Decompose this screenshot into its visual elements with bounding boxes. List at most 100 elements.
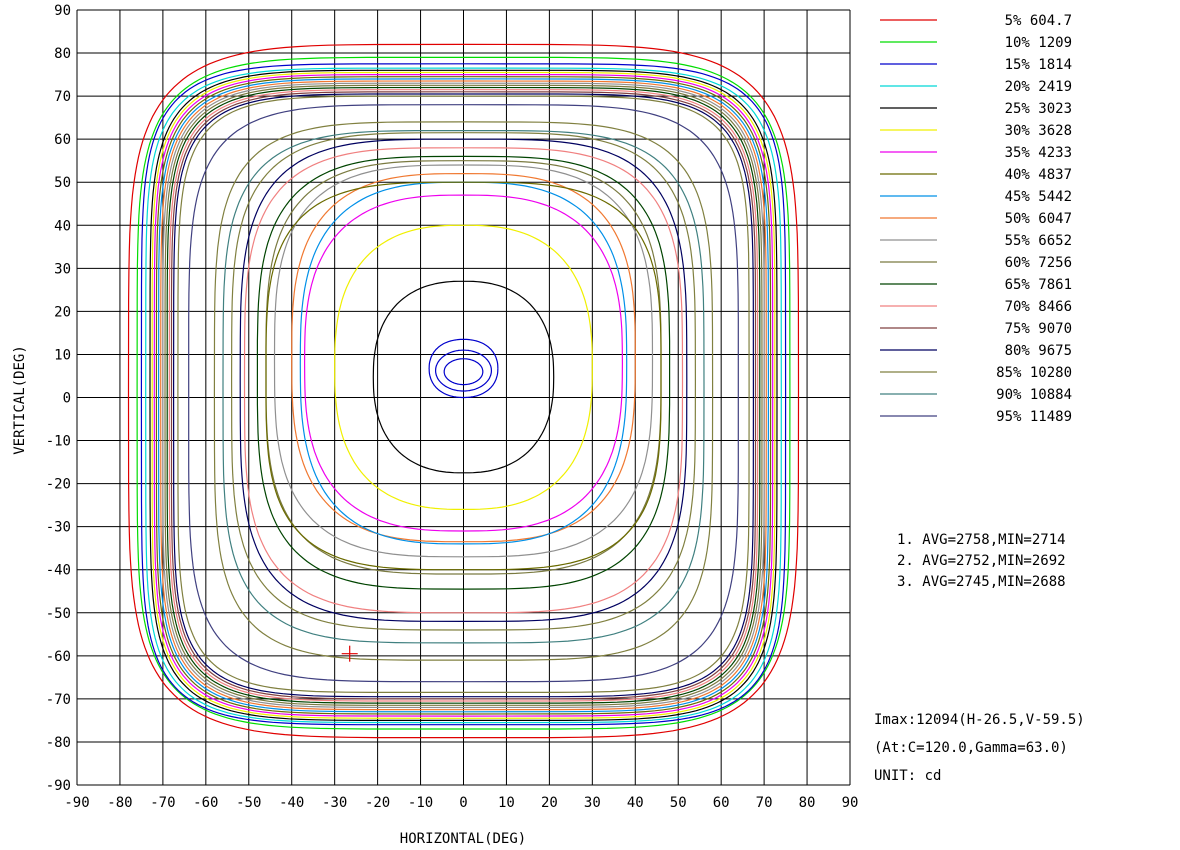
x-tick-label: 20 [541,795,558,811]
average-note: 2. AVG=2752,MIN=2692 [897,553,1066,569]
contour-line [177,95,750,694]
x-tick-label: -90 [64,795,89,811]
legend-entry: 80% 9675 [1005,343,1072,359]
x-tick-label: -80 [107,795,132,811]
contour-line [168,89,759,702]
contour-line [127,43,800,739]
imax-marker [341,645,358,662]
y-tick-label: -20 [46,477,71,493]
average-note: 3. AVG=2745,MIN=2688 [897,574,1066,590]
y-axis-ticks: 90 80 70 60 50 40 30 20 10 0 -10 -20 -30 -40 -50 -60 -70… [46,3,71,794]
legend-entry: 60% 7256 [1005,255,1072,271]
y-tick-label: -10 [46,434,71,450]
x-tick-label: -70 [150,795,175,811]
legend-entry: 70% 8466 [1005,299,1072,315]
x-tick-label: -50 [236,795,261,811]
contour-line [213,121,714,661]
imax-info: Imax:12094(H-26.5,V-59.5) (At:C=120.0,Ga… [874,712,1085,784]
contour-line [173,93,755,698]
contour-line [334,224,593,510]
x-tick-label: -30 [322,795,347,811]
y-tick-label: 40 [54,218,71,234]
x-axis-ticks: -90 -80 -70 -60 -50 -40 -30 -20 -10 0 10 20 30 40 50 60… [64,795,858,811]
contour-line [428,338,499,399]
x-tick-label: -20 [365,795,390,811]
contour-line [231,132,697,631]
contour-line [164,84,763,706]
contour-line [151,71,776,719]
y-tick-label: -50 [46,606,71,622]
y-tick-label: 20 [54,304,71,320]
contour-line [153,73,774,717]
x-tick-label: 70 [756,795,773,811]
y-tick-label: -30 [46,520,71,536]
contour-line [291,172,636,543]
y-tick-label: -80 [46,735,71,751]
legend-entry: 30% 3628 [1005,123,1072,139]
legend-entry: 25% 3023 [1005,101,1072,117]
contour-lines [127,43,800,739]
y-tick-label: 50 [54,175,71,191]
legend-entry: 50% 6047 [1005,211,1072,227]
contour-line [170,91,757,700]
y-tick-label: -40 [46,563,71,579]
y-tick-label: -90 [46,778,71,794]
legend-entry: 95% 11489 [996,409,1072,425]
contour-line [299,181,628,545]
y-tick-label: 90 [54,3,71,19]
contour-line [140,63,787,726]
contour-line [372,280,555,474]
y-tick-label: 60 [54,132,71,148]
x-tick-label: 80 [799,795,816,811]
legend-entry: 15% 1814 [1005,57,1072,73]
imax-line: Imax:12094(H-26.5,V-59.5) [874,712,1085,728]
legend-entry: 5% 604.7 [1005,13,1072,29]
legend-entry: 85% 10280 [996,365,1072,381]
y-tick-label: 30 [54,261,71,277]
legend-entry: 75% 9070 [1005,321,1072,337]
contour-line [256,155,671,590]
contour-line [273,164,654,558]
contour-line [243,147,684,614]
y-tick-label: 0 [63,391,71,407]
x-tick-label: 40 [627,795,644,811]
legend-entry: 90% 10884 [996,387,1072,403]
y-tick-label: -60 [46,649,71,665]
legend: 5% 604.7 10% 1209 15% 1814 20% 2419 25% 3023… [880,13,1072,425]
contour-line [162,82,765,709]
contour-line [160,80,767,711]
y-axis-label: VERTICAL(DEG) [12,345,28,455]
contour-line [239,138,688,623]
contour-line [188,104,739,683]
contour-line [435,349,492,392]
legend-entry: 55% 6652 [1005,233,1072,249]
contour-line [222,130,705,644]
contour-line [155,76,772,715]
legend-entry: 10% 1209 [1005,35,1072,51]
y-tick-label: -70 [46,692,71,708]
x-tick-label: 30 [584,795,601,811]
legend-entry: 65% 7861 [1005,277,1072,293]
average-note: 1. AVG=2758,MIN=2714 [897,532,1066,548]
imax-line: (At:C=120.0,Gamma=63.0) [874,740,1068,756]
contour-line [265,181,662,571]
y-tick-label: 80 [54,46,71,62]
contour-line [303,194,624,532]
contour-line [145,67,782,724]
contour-line [443,358,484,386]
imax-line: UNIT: cd [874,768,941,784]
legend-entry: 35% 4233 [1005,145,1072,161]
x-tick-label: 60 [713,795,730,811]
y-tick-label: 10 [54,347,71,363]
contour-line [166,86,761,704]
x-tick-label: -10 [408,795,433,811]
x-tick-label: 50 [670,795,687,811]
x-tick-label: 90 [842,795,859,811]
contour-line [158,78,770,713]
x-tick-label: 0 [459,795,467,811]
y-tick-label: 70 [54,89,71,105]
legend-entry: 45% 5442 [1005,189,1072,205]
